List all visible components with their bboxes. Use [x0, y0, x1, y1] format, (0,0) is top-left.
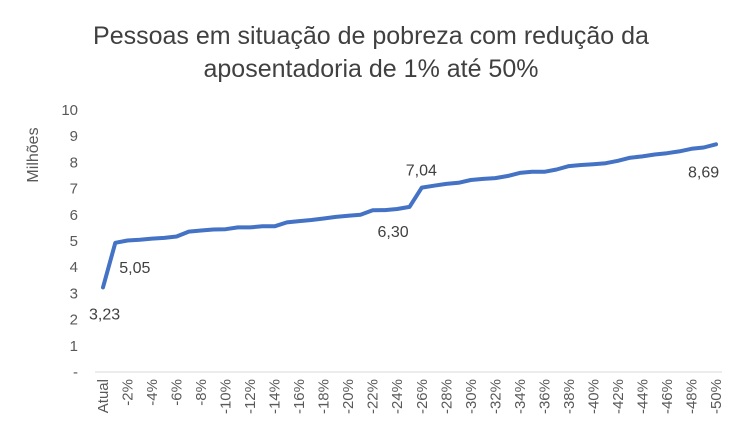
series	[101, 142, 718, 290]
x-tick-label: -48%	[683, 379, 700, 414]
x-tick-label: -46%	[659, 379, 676, 414]
y-tick-label: 6	[70, 207, 78, 224]
x-tick-label: -10%	[218, 379, 235, 414]
x-tick-label: Atual	[95, 379, 112, 413]
y-tick-label: 1	[70, 338, 78, 355]
x-tick-label: -36%	[536, 379, 553, 414]
data-label: 3,23	[89, 306, 120, 323]
x-tick-label: -24%	[389, 379, 406, 414]
x-tick-label: -28%	[438, 379, 455, 414]
data-label: 6,30	[378, 224, 409, 241]
x-tick-label: -50%	[708, 379, 725, 414]
data-label: 7,04	[406, 163, 437, 180]
series-line	[101, 142, 718, 290]
y-tick-label: 10	[61, 102, 78, 119]
x-tick-label: -42%	[610, 379, 627, 414]
x-tick-label: -6%	[169, 379, 186, 406]
x-tick-label: -8%	[193, 379, 210, 406]
y-tick-label: 4	[70, 259, 78, 276]
x-tick-label: -16%	[291, 379, 308, 414]
data-label: 5,05	[119, 260, 150, 277]
y-tick-label: -	[73, 364, 78, 381]
x-tick-label: -30%	[463, 379, 480, 414]
data-labels: 3,23 5,05 6,30 7,04 8,69	[89, 163, 719, 324]
x-tick-label: -44%	[634, 379, 651, 414]
y-tick-label: 9	[70, 128, 78, 145]
chart-title-line-2: aposentadoria de 1% até 50%	[203, 55, 539, 83]
y-tick-label: 3	[70, 285, 78, 302]
x-tick-label: -38%	[561, 379, 578, 414]
x-tick-label: -2%	[120, 379, 137, 406]
x-tick-label: -20%	[340, 379, 357, 414]
x-tick-label: -18%	[316, 379, 333, 414]
x-tick-label: -34%	[512, 379, 529, 414]
y-tick-label: 7	[70, 181, 78, 198]
chart-title-line-1: Pessoas em situação de pobreza com reduç…	[93, 22, 649, 50]
chart-title: Pessoas em situação de pobreza com reduç…	[0, 20, 742, 86]
x-tick-label: -14%	[267, 379, 284, 414]
y-tick-label: 2	[70, 312, 78, 329]
y-axis-label: Milhões	[25, 127, 42, 182]
y-tick-label: 5	[70, 233, 78, 250]
x-tick-label: -12%	[242, 379, 259, 414]
x-tick-label: -40%	[585, 379, 602, 414]
y-tick-label: 8	[70, 154, 78, 171]
x-tick-label: -4%	[144, 379, 161, 406]
x-tick-label: -22%	[365, 379, 382, 414]
x-tick-label: -26%	[414, 379, 431, 414]
data-label: 8,69	[688, 164, 719, 181]
x-axis-ticks: Atual -2% -4% -6% -8% -10% -12% -14% -16% -18% -20…	[95, 371, 725, 414]
y-axis-ticks: - 1 2 3 4 5 6 7 8 9 10	[61, 102, 78, 381]
x-tick-label: -32%	[487, 379, 504, 414]
